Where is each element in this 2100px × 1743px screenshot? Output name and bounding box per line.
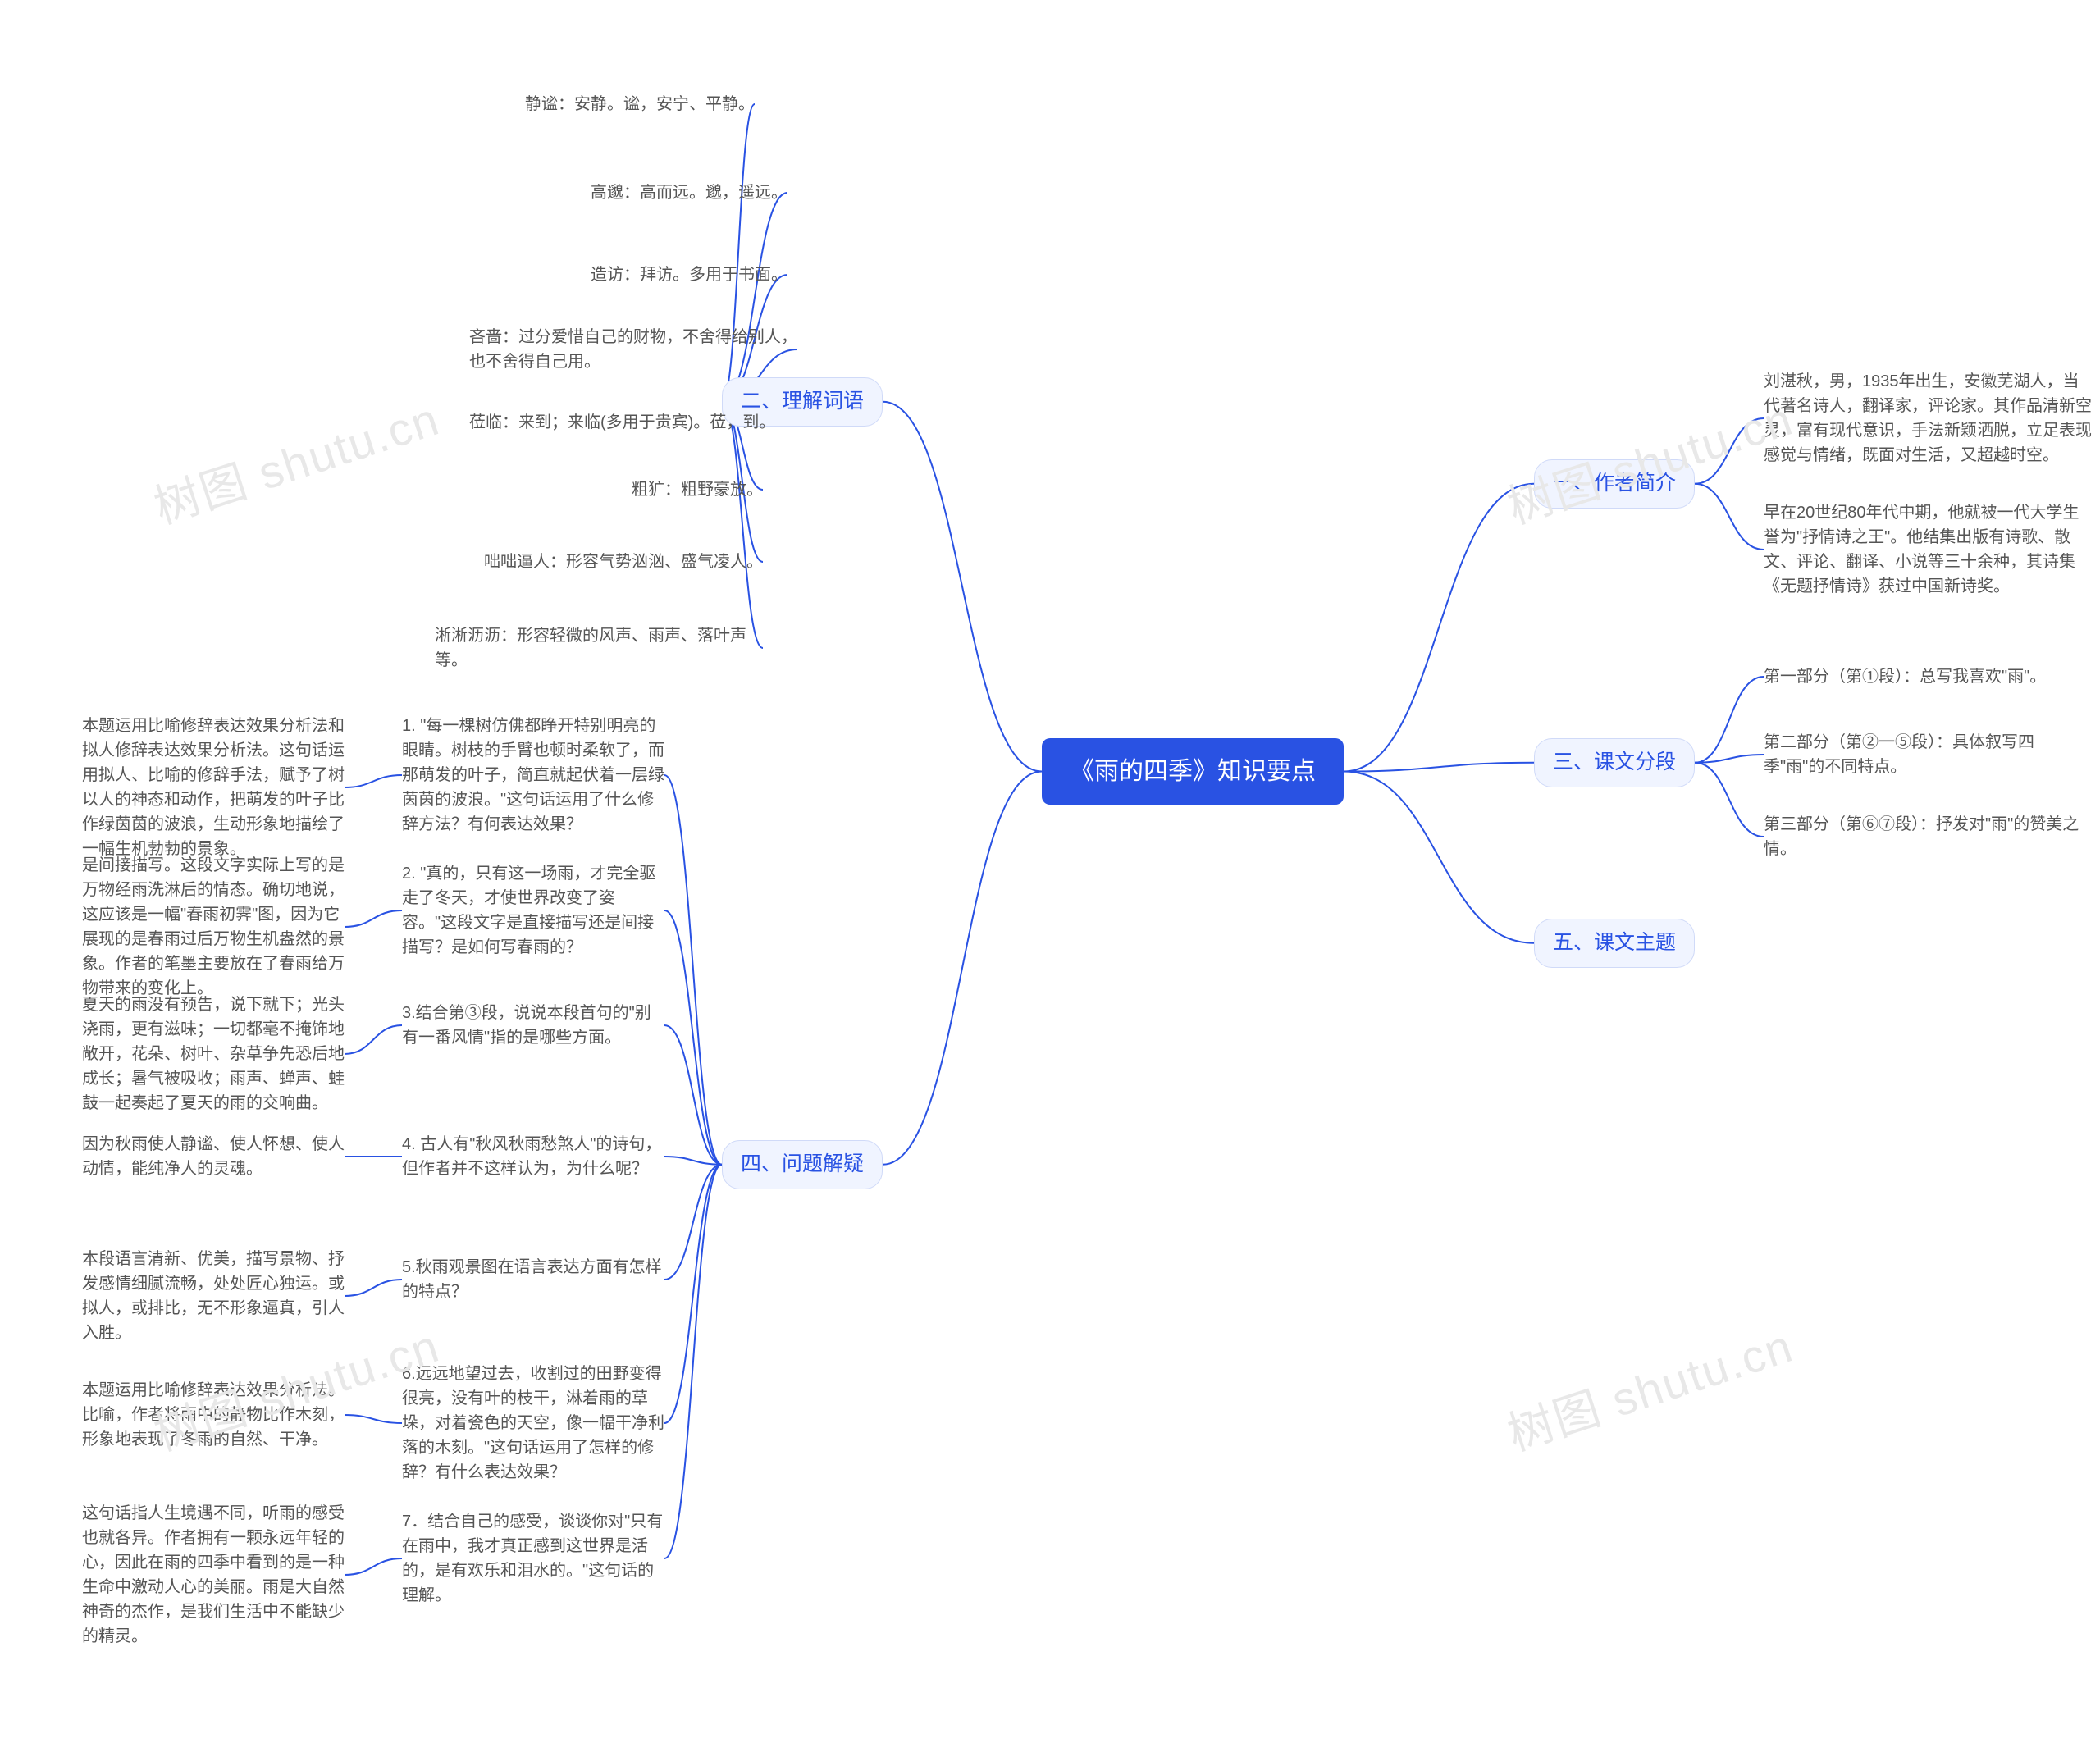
leaf-s2-3: 吝啬：过分爱惜自己的财物，不舍得给别人，也不舍得自己用。: [469, 325, 797, 374]
leaf-s2-1: 高邈：高而远。邈，遥远。: [591, 180, 788, 205]
leaf-s2-0: 静谧：安静。谧，安宁、平静。: [525, 92, 755, 116]
branch-s5: 五、课文主题: [1534, 919, 1695, 968]
leaf-s2-4: 莅临：来到；来临(多用于贵宾)。莅，到。: [469, 410, 775, 435]
branch-s4: 四、问题解疑: [722, 1140, 883, 1189]
answer-s4-1: 是间接描写。这段文字实际上写的是万物经雨洗淋后的情态。确切地说，这应该是一幅"春…: [82, 853, 345, 1001]
leaf-s2-7: 淅淅沥沥：形容轻微的风声、雨声、落叶声等。: [435, 623, 763, 673]
watermark: 树图 shutu.cn: [1498, 1309, 1801, 1464]
answer-s4-5: 本题运用比喻修辞表达效果分析法。比喻，作者将雨中的静物比作木刻，形象地表现了冬雨…: [82, 1378, 345, 1452]
leaf-s1-0: 刘湛秋，男，1935年出生，安徽芜湖人，当代著名诗人，翻译家，评论家。其作品清新…: [1764, 369, 2092, 468]
leaf-s3-1: 第二部分（第②一⑤段）：具体叙写四季"雨"的不同特点。: [1764, 730, 2092, 779]
root-node: 《雨的四季》知识要点: [1042, 738, 1344, 805]
branch-s3: 三、课文分段: [1534, 738, 1695, 787]
answer-s4-4: 本段语言清新、优美，描写景物、抒发感情细腻流畅，处处匠心独运。或拟人，或排比，无…: [82, 1247, 345, 1345]
question-s4-2: 3.结合第③段，说说本段首句的"别有一番风情"指的是哪些方面。: [402, 1001, 664, 1050]
answer-s4-6: 这句话指人生境遇不同，听雨的感受也就各异。作者拥有一颗永远年轻的心，因此在雨的四…: [82, 1501, 345, 1649]
question-s4-4: 5.秋雨观景图在语言表达方面有怎样的特点？: [402, 1255, 664, 1304]
answer-s4-2: 夏天的雨没有预告，说下就下；光头浇雨，更有滋味；一切都毫不掩饰地敞开，花朵、树叶…: [82, 992, 345, 1116]
leaf-s3-2: 第三部分（第⑥⑦段）：抒发对"雨"的赞美之情。: [1764, 812, 2092, 861]
watermark: 树图 shutu.cn: [144, 382, 447, 537]
question-s4-1: 2. "真的，只有这一场雨，才完全驱走了冬天，才使世界改变了姿容。"这段文字是直…: [402, 861, 664, 960]
question-s4-0: 1. "每一棵树仿佛都睁开特别明亮的眼睛。树枝的手臂也顿时柔软了，而那萌发的叶子…: [402, 714, 664, 837]
leaf-s1-1: 早在20世纪80年代中期，他就被一代大学生誉为"抒情诗之王"。他结集出版有诗歌、…: [1764, 500, 2092, 599]
leaf-s2-6: 咄咄逼人：形容气势汹汹、盛气凌人。: [484, 550, 763, 574]
leaf-s3-0: 第一部分（第①段）：总写我喜欢"雨"。: [1764, 664, 2046, 689]
answer-s4-3: 因为秋雨使人静谧、使人怀想、使人动情，能纯净人的灵魂。: [82, 1132, 345, 1181]
question-s4-6: 7．结合自己的感受，谈谈你对"只有在雨中，我才真正感到这世界是活的，是有欢乐和泪…: [402, 1509, 664, 1608]
question-s4-5: 6.远远地望过去，收割过的田野变得很亮，没有叶的枝干，淋着雨的草垛，对着瓷色的天…: [402, 1362, 664, 1485]
branch-s1: 一、作者简介: [1534, 459, 1695, 509]
answer-s4-0: 本题运用比喻修辞表达效果分析法和拟人修辞表达效果分析法。这句话运用拟人、比喻的修…: [82, 714, 345, 861]
leaf-s2-5: 粗犷：粗野豪放。: [632, 477, 763, 502]
question-s4-3: 4. 古人有"秋风秋雨愁煞人"的诗句，但作者并不这样认为，为什么呢？: [402, 1132, 664, 1181]
leaf-s2-2: 造访：拜访。多用于书面。: [591, 262, 788, 287]
